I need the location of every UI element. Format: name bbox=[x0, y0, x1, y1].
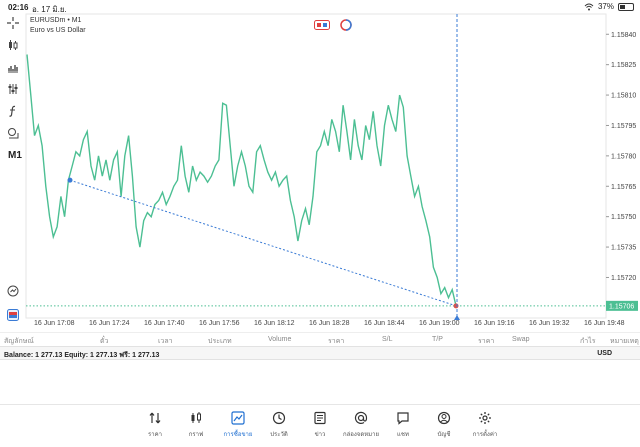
column-header[interactable]: หมายเหตุ bbox=[610, 338, 639, 345]
candles-icon bbox=[191, 412, 201, 423]
plot-frame bbox=[25, 13, 607, 319]
battery-percent: 37% bbox=[597, 2, 614, 11]
date: อ. 17 มิ.ย. bbox=[32, 5, 67, 14]
column-header[interactable]: ราคา bbox=[478, 338, 495, 345]
price-line bbox=[26, 54, 457, 306]
price-axis-label: 1.15840 bbox=[611, 32, 636, 39]
time-axis-label: 16 Jun 19:48 bbox=[584, 320, 625, 327]
depth-of-market-icon[interactable] bbox=[340, 19, 352, 31]
indicators-icon[interactable] bbox=[6, 60, 20, 74]
column-header[interactable]: ประเภท bbox=[208, 338, 232, 345]
history-icon bbox=[272, 411, 286, 425]
candles-icon[interactable] bbox=[6, 38, 20, 52]
time-axis-label: 16 Jun 18:12 bbox=[254, 320, 295, 327]
price-axis-label: 1.15720 bbox=[611, 275, 636, 282]
nav-item-label: บัญชี bbox=[437, 432, 451, 438]
wifi-icon bbox=[584, 3, 594, 10]
mail-icon bbox=[354, 411, 368, 424]
chat-icon bbox=[397, 412, 409, 425]
account-icon bbox=[437, 411, 451, 425]
nav-item-label: กราฟ bbox=[188, 432, 204, 438]
price-axis-label: 1.15810 bbox=[611, 93, 636, 100]
column-header[interactable]: Volume bbox=[268, 336, 292, 343]
balance-bar: Balance: 1 277.13 Equity: 1 277.13 ฟรี: … bbox=[0, 346, 640, 360]
nav-item-label: ประวัติ bbox=[270, 432, 288, 438]
time-axis-label: 16 Jun 19:00 bbox=[419, 320, 460, 327]
time-axis-label: 16 Jun 19:32 bbox=[529, 320, 570, 327]
settings-sliders-icon[interactable] bbox=[6, 82, 20, 96]
nav-item-label: การซื้อขาย bbox=[223, 432, 253, 438]
price-axis-label: 1.15825 bbox=[611, 62, 636, 69]
account-currency: USD bbox=[597, 350, 612, 357]
trade-table-header: สัญลักษณ์ ตั๋ว เวลา ประเภท Volume ราคา S/L T/P ร… bbox=[0, 332, 640, 348]
chart-toolbar: M1 bbox=[0, 14, 26, 324]
nav-item-label: ข่าว bbox=[314, 432, 326, 438]
timeframe-button[interactable]: M1 bbox=[8, 149, 22, 161]
price-axis-label: 1.15750 bbox=[611, 214, 636, 221]
nav-item-news[interactable]: ข่าว bbox=[300, 411, 340, 439]
nav-item-label: แชท bbox=[397, 432, 409, 438]
column-header[interactable]: กำไร bbox=[580, 338, 596, 345]
trend-line-handle-end bbox=[453, 303, 459, 309]
trend-line-handle bbox=[67, 177, 73, 183]
nav-item-settings[interactable]: การตั้งค่า bbox=[465, 411, 505, 439]
one-click-trading-icon[interactable] bbox=[6, 308, 20, 322]
nav-item-candles[interactable]: กราฟ bbox=[176, 411, 216, 439]
column-header[interactable]: เวลา bbox=[158, 338, 173, 345]
status-bar: 02:16 อ. 17 มิ.ย. 37% bbox=[0, 0, 640, 14]
time-axis-label: 16 Jun 17:40 bbox=[144, 320, 185, 327]
trade-icon bbox=[231, 411, 245, 425]
symbol-name: EURUSDm • M1 bbox=[30, 17, 82, 24]
news-icon bbox=[314, 411, 326, 425]
objects-icon[interactable] bbox=[6, 126, 20, 140]
clock: 02:16 bbox=[8, 3, 29, 12]
trend-line bbox=[69, 179, 457, 307]
current-price-badge bbox=[606, 300, 638, 311]
nav-item-arrows[interactable]: ราคา bbox=[135, 411, 175, 439]
time-axis-label: 16 Jun 18:28 bbox=[309, 320, 350, 327]
symbol-description: Euro vs US Dollar bbox=[30, 27, 86, 34]
nav-item-mail[interactable]: กล่องจดหมาย bbox=[341, 411, 381, 439]
column-header[interactable]: Swap bbox=[512, 336, 530, 343]
time-axis-label: 16 Jun 17:24 bbox=[89, 320, 130, 327]
price-axis-label: 1.15795 bbox=[611, 123, 636, 130]
quick-trade-icon[interactable] bbox=[6, 284, 20, 298]
time-axis-label: 16 Jun 19:16 bbox=[474, 320, 515, 327]
nav-item-chat[interactable]: แชท bbox=[383, 411, 423, 439]
time-axis-label: 16 Jun 17:08 bbox=[34, 320, 75, 327]
nav-item-account[interactable]: บัญชี bbox=[424, 411, 464, 439]
column-header[interactable]: ตั๋ว bbox=[100, 338, 109, 345]
balance-text: Balance: 1 277.13 Equity: 1 277.13 ฟรี: … bbox=[4, 352, 160, 359]
nav-item-label: ราคา bbox=[148, 432, 162, 438]
price-axis-label: 1.15735 bbox=[611, 245, 636, 252]
time-axis-label: 16 Jun 18:44 bbox=[364, 320, 405, 327]
settings-icon bbox=[479, 412, 491, 424]
price-axis-label: 1.15780 bbox=[611, 153, 636, 160]
nav-item-trade[interactable]: การซื้อขาย bbox=[218, 411, 258, 439]
column-header[interactable]: S/L bbox=[382, 336, 393, 343]
time-axis-label: 16 Jun 17:56 bbox=[199, 320, 240, 327]
function-icon[interactable] bbox=[6, 104, 20, 118]
cursor-marker bbox=[454, 315, 460, 320]
nav-item-label: การตั้งค่า bbox=[472, 432, 498, 438]
symbol-info: EURUSDm • M1 Euro vs US Dollar bbox=[30, 16, 86, 36]
nav-item-label: กล่องจดหมาย bbox=[342, 432, 380, 438]
nav-item-history[interactable]: ประวัติ bbox=[259, 411, 299, 439]
column-header[interactable]: สัญลักษณ์ bbox=[4, 338, 34, 345]
current-price-label: 1.15706 bbox=[609, 303, 634, 310]
crosshair-icon[interactable] bbox=[6, 16, 20, 30]
battery-icon bbox=[618, 2, 634, 11]
price-axis-label: 1.15765 bbox=[611, 184, 636, 191]
column-header[interactable]: ราคา bbox=[328, 338, 345, 345]
sell-buy-icon[interactable] bbox=[314, 20, 330, 30]
price-chart[interactable]: 1.15840 1.15825 1.15810 1.15795 1.15780 1.157… bbox=[0, 0, 640, 330]
arrows-icon bbox=[149, 412, 161, 424]
column-header[interactable]: T/P bbox=[432, 336, 443, 343]
bottom-navigation: ราคา กราฟ การซื้อขาย ประวัติ ข่าว กล่องจดหมาย… bbox=[0, 404, 640, 447]
